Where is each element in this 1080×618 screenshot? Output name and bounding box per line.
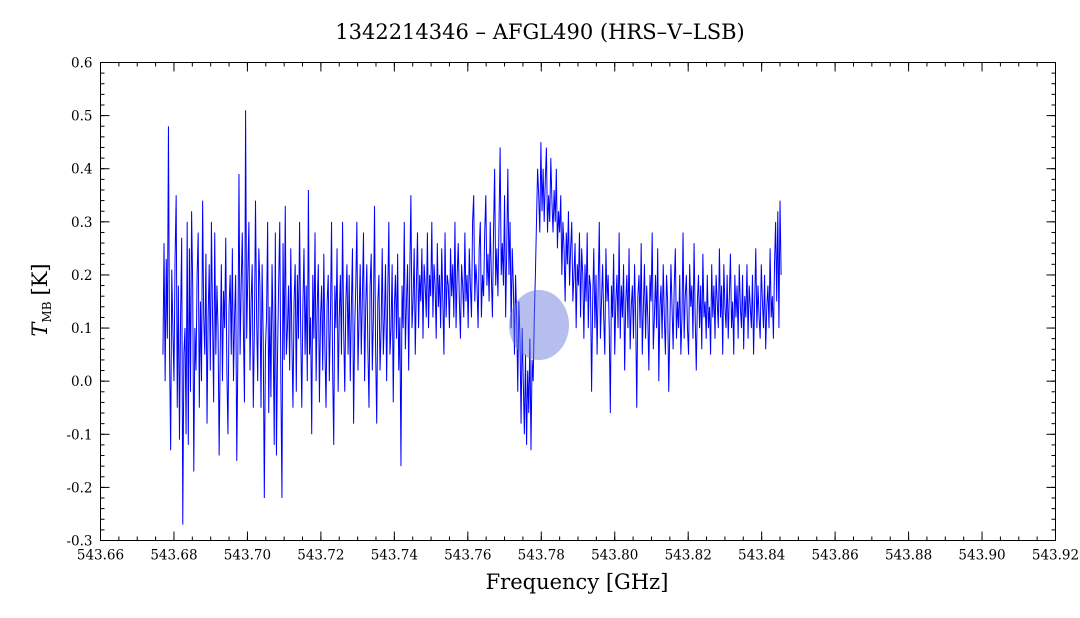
y-axis-label-main: T	[28, 321, 52, 337]
y-tick-label: 0.2	[71, 268, 92, 284]
y-tick-label: 0.1	[71, 321, 92, 337]
y-tick-label: 0.6	[71, 56, 92, 72]
y-axis-label: TMB [K]	[28, 263, 54, 336]
y-tick-label: -0.3	[66, 534, 92, 550]
x-tick-label: 543.74	[371, 548, 418, 564]
x-tick-label: 543.80	[591, 548, 638, 564]
x-tick-label: 543.76	[444, 548, 491, 564]
y-tick-label: 0.3	[71, 215, 92, 231]
y-tick-label: 0.4	[71, 162, 92, 178]
y-tick-label: -0.1	[66, 427, 92, 443]
x-tick-label: 543.90	[958, 548, 1005, 564]
x-tick-label: 543.68	[150, 548, 197, 564]
x-tick-label: 543.88	[885, 548, 932, 564]
y-tick-label: 0.5	[71, 109, 92, 125]
y-axis-label-subscript: MB	[40, 301, 54, 322]
cursor-highlight-marker	[509, 290, 569, 360]
x-tick-label: 543.72	[297, 548, 344, 564]
x-tick-label: 543.86	[811, 548, 858, 564]
x-tick-labels: 543.66 543.68 543.70 543.72 543.74 543.76 543.…	[77, 548, 1079, 564]
spectrum-series-line	[162, 110, 782, 525]
x-tick-label: 543.66	[77, 548, 124, 564]
x-axis-label: Frequency [GHz]	[486, 570, 669, 594]
x-tick-label: 543.82	[665, 548, 712, 564]
x-tick-label: 543.84	[738, 548, 785, 564]
x-tick-label: 543.70	[224, 548, 271, 564]
axis-ticks	[100, 62, 1056, 541]
chart-title: 1342214346 – AFGL490 (HRS–V–LSB)	[335, 20, 745, 44]
y-tick-label: -0.2	[66, 480, 92, 496]
y-tick-label: 0.0	[71, 374, 92, 390]
y-axis-label-unit: [K]	[28, 263, 52, 295]
plot-frame	[100, 62, 1056, 541]
x-tick-label: 543.92	[1032, 548, 1079, 564]
y-tick-labels: -0.3 -0.2 -0.1 0.0 0.1 0.2 0.3 0.4 0.5 0.6	[66, 56, 92, 550]
x-tick-label: 543.78	[518, 548, 565, 564]
